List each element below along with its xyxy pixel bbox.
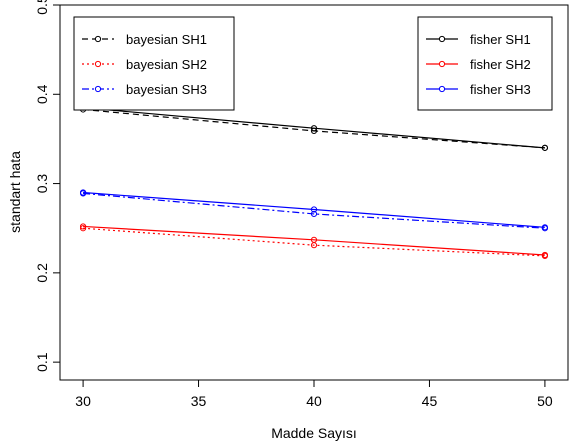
data-point	[310, 125, 318, 132]
legend-marker	[438, 60, 446, 68]
data-point	[541, 224, 549, 231]
data-point	[310, 210, 318, 218]
x-tick-label: 50	[537, 393, 553, 409]
legend-label: fisher SH2	[470, 57, 531, 72]
x-tick-label: 45	[422, 393, 438, 409]
x-tick-label: 30	[75, 393, 91, 409]
series-line	[83, 225, 545, 256]
data-point	[541, 144, 549, 151]
legend-marker	[438, 85, 446, 93]
series-line	[83, 227, 545, 257]
legend-label: bayesian SH2	[126, 57, 207, 72]
y-axis-title: standart hata	[7, 151, 23, 233]
axes: 30 35 40 45 50 0.1 0.2 0.3 0.4 0.5	[34, 0, 553, 409]
series-line	[83, 192, 545, 229]
y-tick-label: 0.1	[34, 352, 50, 372]
series-line	[83, 191, 545, 228]
data-point	[541, 251, 549, 259]
legend-marker	[94, 85, 102, 93]
y-tick-label: 0.5	[34, 0, 50, 15]
legend-marker	[438, 35, 446, 43]
data-point	[79, 225, 87, 232]
legend-label: bayesian SH3	[126, 82, 207, 97]
legend-label: bayesian SH1	[126, 32, 207, 47]
data-point	[310, 236, 318, 243]
series-group	[79, 104, 549, 259]
y-tick-label: 0.2	[34, 263, 50, 283]
legend-label: fisher SH3	[470, 82, 531, 97]
y-tick-label: 0.3	[34, 174, 50, 194]
data-point	[79, 223, 87, 230]
x-tick-label: 35	[191, 393, 207, 409]
x-axis-title: Madde Sayısı	[271, 425, 357, 441]
x-tick-label: 40	[306, 393, 322, 409]
data-point	[310, 206, 318, 213]
data-point	[79, 189, 87, 196]
series-line	[83, 107, 545, 149]
y-tick-label: 0.4	[34, 84, 50, 104]
legend-group: bayesian SH1 bayesian SH2 bayesian SH3 fish…	[73, 16, 553, 111]
legend-marker	[94, 35, 102, 43]
legend-marker	[94, 60, 102, 68]
legend-label: fisher SH1	[470, 32, 531, 47]
